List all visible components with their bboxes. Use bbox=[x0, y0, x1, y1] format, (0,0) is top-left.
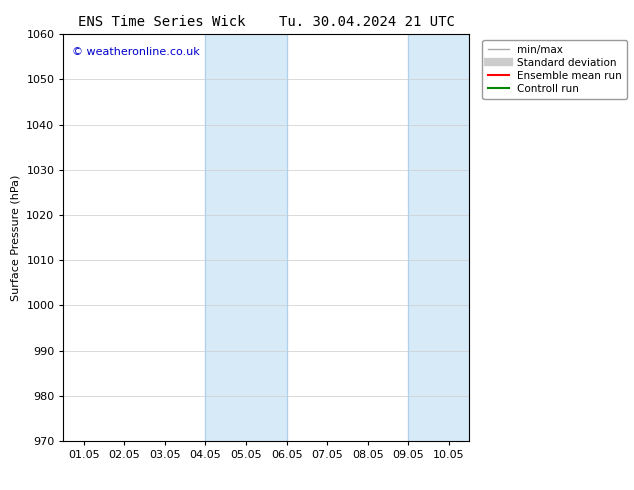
Y-axis label: Surface Pressure (hPa): Surface Pressure (hPa) bbox=[11, 174, 21, 301]
Bar bbox=[205, 34, 287, 441]
Text: ENS Time Series Wick    Tu. 30.04.2024 21 UTC: ENS Time Series Wick Tu. 30.04.2024 21 U… bbox=[78, 15, 455, 29]
Text: © weatheronline.co.uk: © weatheronline.co.uk bbox=[72, 47, 199, 56]
Bar bbox=[408, 34, 469, 441]
Legend: min/max, Standard deviation, Ensemble mean run, Controll run: min/max, Standard deviation, Ensemble me… bbox=[482, 40, 627, 99]
